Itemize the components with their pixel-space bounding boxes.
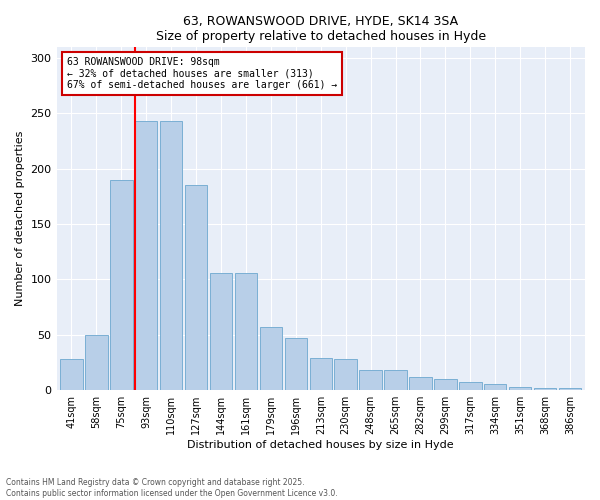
Bar — [534, 388, 556, 390]
Bar — [559, 388, 581, 390]
Bar — [135, 121, 157, 390]
Bar — [310, 358, 332, 390]
Bar — [160, 121, 182, 390]
Bar — [509, 387, 532, 390]
Bar — [484, 384, 506, 390]
Bar — [110, 180, 133, 390]
Text: Contains HM Land Registry data © Crown copyright and database right 2025.
Contai: Contains HM Land Registry data © Crown c… — [6, 478, 338, 498]
Bar — [409, 377, 431, 390]
Bar — [359, 370, 382, 390]
Y-axis label: Number of detached properties: Number of detached properties — [15, 131, 25, 306]
Bar — [434, 379, 457, 390]
Bar — [284, 338, 307, 390]
Text: 63 ROWANSWOOD DRIVE: 98sqm
← 32% of detached houses are smaller (313)
67% of sem: 63 ROWANSWOOD DRIVE: 98sqm ← 32% of deta… — [67, 57, 337, 90]
Bar — [235, 273, 257, 390]
Bar — [85, 335, 107, 390]
Bar — [334, 359, 357, 390]
Bar — [210, 273, 232, 390]
Bar — [60, 359, 83, 390]
Bar — [185, 186, 208, 390]
X-axis label: Distribution of detached houses by size in Hyde: Distribution of detached houses by size … — [187, 440, 454, 450]
Title: 63, ROWANSWOOD DRIVE, HYDE, SK14 3SA
Size of property relative to detached house: 63, ROWANSWOOD DRIVE, HYDE, SK14 3SA Siz… — [156, 15, 486, 43]
Bar — [260, 327, 282, 390]
Bar — [459, 382, 482, 390]
Bar — [385, 370, 407, 390]
